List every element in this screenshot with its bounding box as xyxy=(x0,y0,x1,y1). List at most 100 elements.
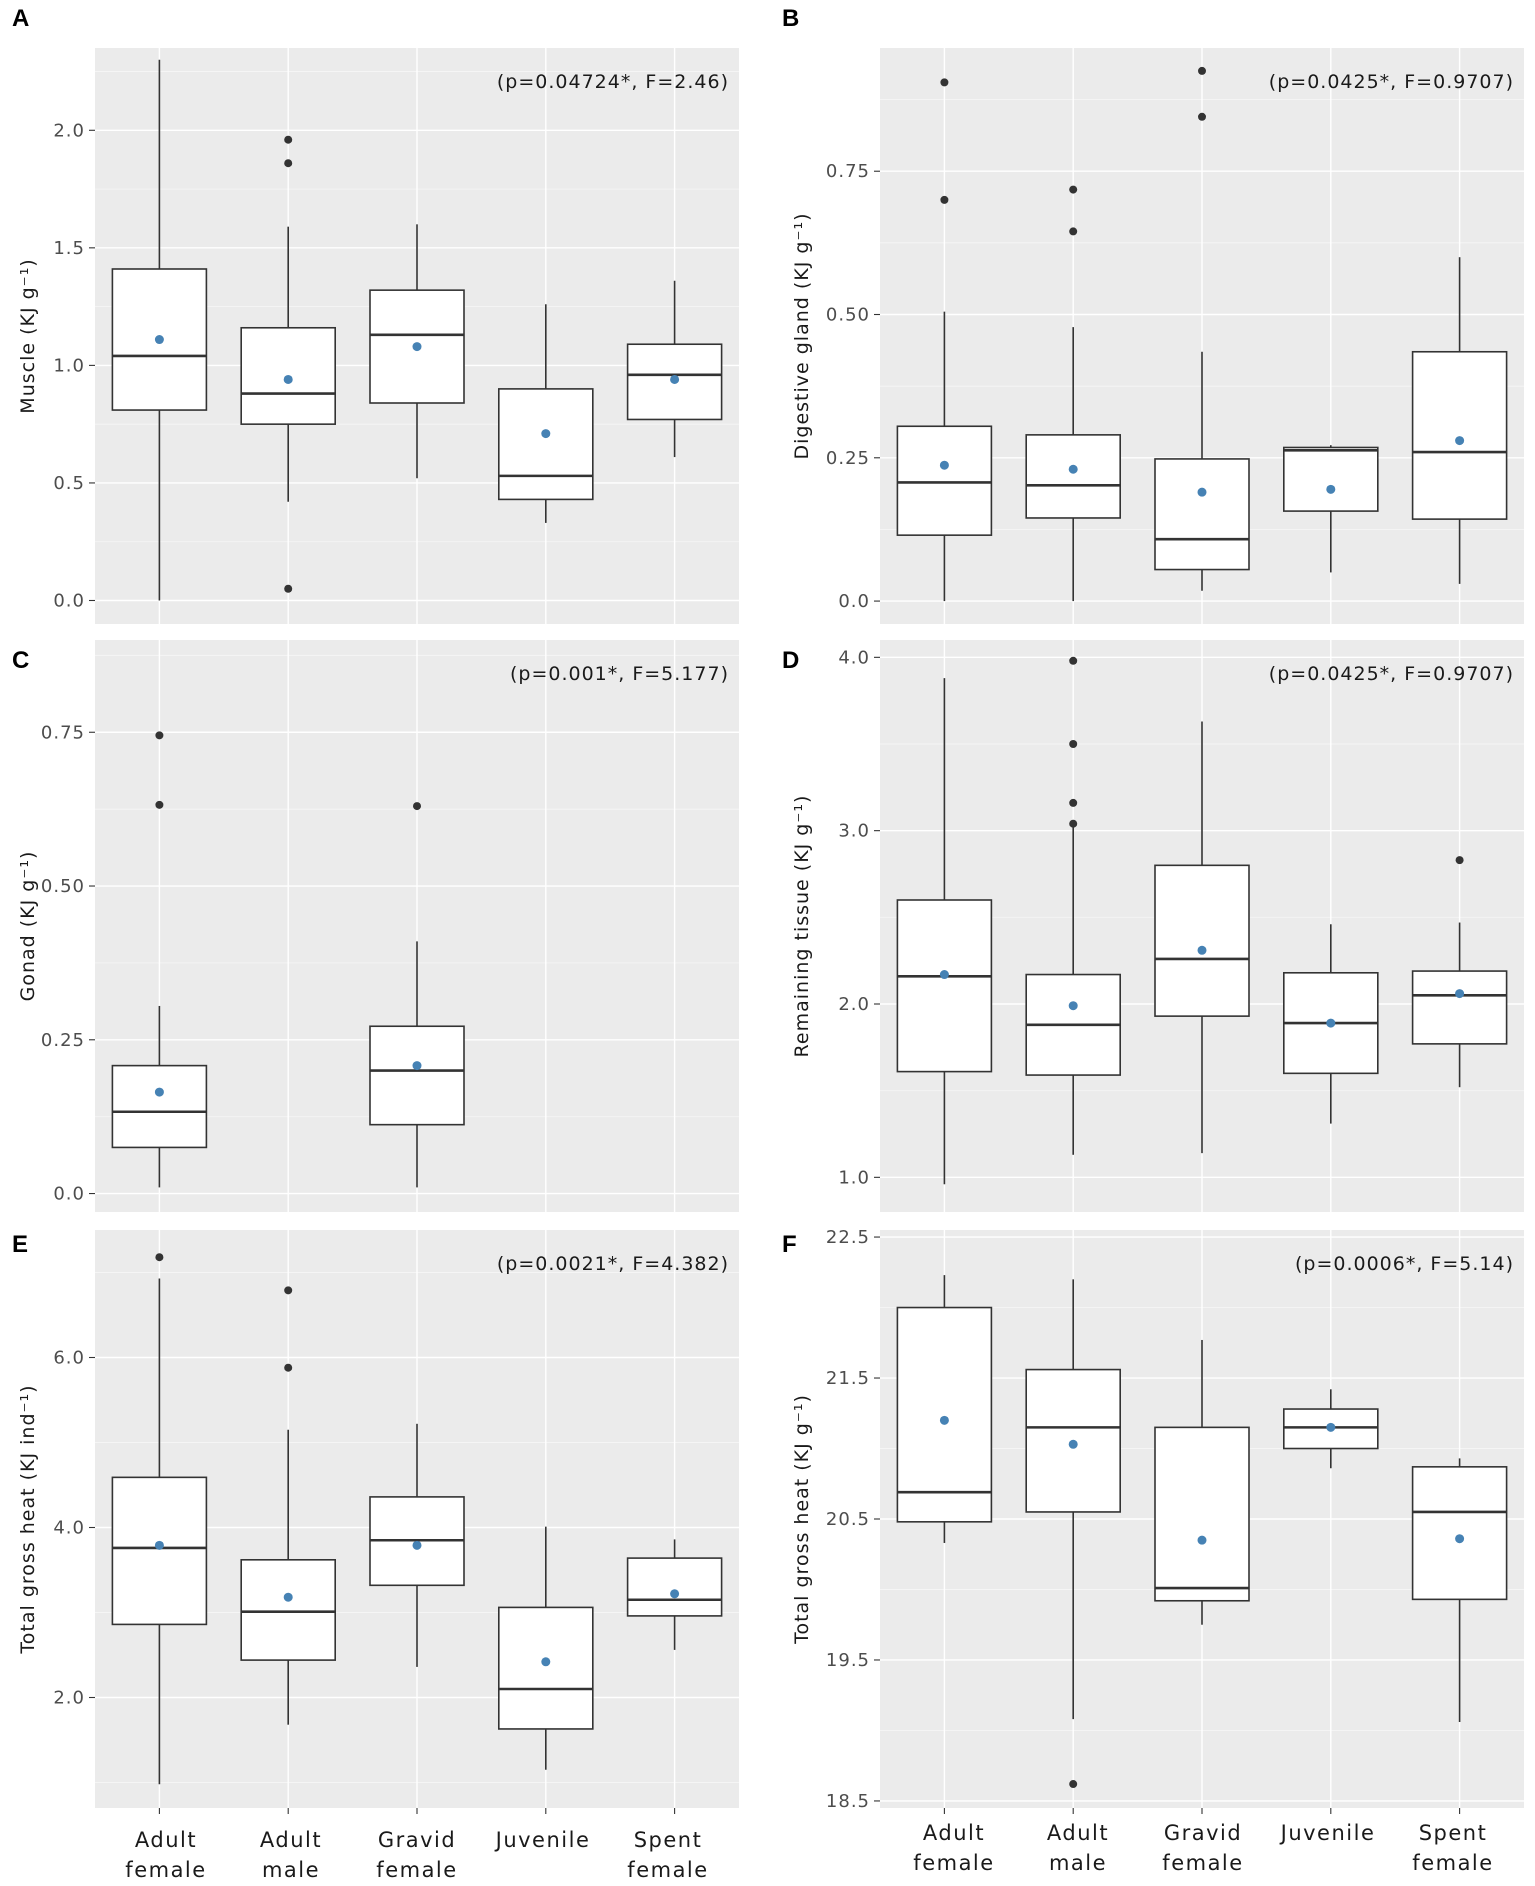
panel-d-outlier-point xyxy=(1069,740,1078,748)
x-label-right-2-line1: Gravid xyxy=(1164,1821,1242,1845)
panel-d-outlier-point xyxy=(1069,798,1078,807)
panel-b-mean-point xyxy=(939,460,949,470)
panel-e-y-tick-label: 6.0 xyxy=(53,1348,85,1369)
panel-c-y-tick-label: 0.75 xyxy=(41,722,85,743)
panel-b-y-axis-title: Digestive gland (KJ g⁻¹) xyxy=(791,212,813,459)
panel-b-outlier-point xyxy=(1198,66,1206,75)
panel-f-y-tick-label: 19.5 xyxy=(826,1650,870,1671)
panel-c-y-axis-title: Gonad (KJ g⁻¹) xyxy=(17,851,39,1002)
panel-c-box-group-0 xyxy=(111,731,208,1188)
panel-e-stat-annotation: (p=0.0021*, F=4.382) xyxy=(497,1253,729,1275)
panel-a-mean-point xyxy=(670,374,680,384)
panel-e-letter: E xyxy=(12,1231,28,1258)
panel-b-outlier-point xyxy=(1198,112,1206,121)
panel-c-y-tick-label: 0.50 xyxy=(41,876,85,897)
panel-f-y-tick-label: 22.5 xyxy=(826,1227,870,1248)
panel-b-box xyxy=(1154,458,1250,571)
panel-a-y-tick-label: 1.0 xyxy=(53,355,85,376)
panel-e-box-group-1 xyxy=(240,1286,336,1725)
panel-a-box xyxy=(497,388,594,501)
panel-f-mean-point xyxy=(1455,1534,1465,1544)
panel-e-box-group-4 xyxy=(626,1539,723,1650)
panel-b-box-group-2 xyxy=(1154,66,1250,591)
panel-c-y-tick-label: 0.0 xyxy=(53,1184,85,1205)
panel-b-y-tick-label: 0.75 xyxy=(826,161,870,182)
x-label-left-1-line1: Adult xyxy=(260,1828,322,1852)
panel-a-box-group-1 xyxy=(240,135,336,593)
panel-b-y-tick-label: 0.0 xyxy=(838,591,870,612)
panel-e-outlier-point xyxy=(284,1363,293,1372)
panel-d-box-group-4 xyxy=(1411,856,1508,1088)
panel-b-box xyxy=(896,425,993,536)
panel-c-outlier-point xyxy=(155,800,164,809)
panel-a-y-tick-label: 0.5 xyxy=(53,473,85,494)
text-layer: Adult female Adult male Gravid female Ju… xyxy=(12,5,1514,1882)
panel-c-mean-point xyxy=(154,1087,164,1097)
panel-a-y-tick-label: 1.5 xyxy=(53,238,85,259)
panel-b-stat-annotation: (p=0.0425*, F=0.9707) xyxy=(1269,71,1514,93)
panel-b-y-tick-label: 0.25 xyxy=(826,448,870,469)
panel-c-stat-annotation: (p=0.001*, F=5.177) xyxy=(510,663,729,685)
panel-a-mean-point xyxy=(541,429,551,439)
panel-a-mean-point xyxy=(154,335,164,345)
panel-a-y-tick-label: 0.0 xyxy=(53,590,85,611)
panel-f-box-group-0 xyxy=(896,1275,993,1543)
panel-f-y-tick-label: 21.5 xyxy=(826,1368,870,1389)
panel-f-box-group-3 xyxy=(1283,1389,1379,1469)
panel-b-outlier-point xyxy=(1069,185,1078,194)
x-label-left-1-line2: male xyxy=(262,1858,320,1882)
panel-b-outlier-point xyxy=(940,195,949,204)
panel-f-stat-annotation: (p=0.0006*, F=5.14) xyxy=(1295,1253,1514,1275)
panel-c-box xyxy=(111,1064,208,1149)
panel-d-letter: D xyxy=(782,647,799,674)
panel-e-box-group-2 xyxy=(369,1423,465,1667)
panel-f-y-tick-label: 20.5 xyxy=(826,1509,870,1530)
panel-f-box-group-2 xyxy=(1154,1339,1250,1625)
x-label-left-0-line1: Adult xyxy=(135,1828,197,1852)
panel-d-box xyxy=(1411,970,1508,1045)
panel-a-box-group-3 xyxy=(497,304,594,523)
panel-e-y-axis-title: Total gross heat (KJ ind⁻¹) xyxy=(17,1384,39,1654)
x-label-left-2-line2: female xyxy=(376,1858,457,1882)
x-label-right-4-line2: female xyxy=(1412,1851,1493,1875)
panel-d-mean-point xyxy=(939,970,949,980)
panel-c-box-group-2 xyxy=(369,802,465,1188)
panel-b-outlier-point xyxy=(940,78,949,87)
x-label-left-4-line1: Spent xyxy=(634,1828,703,1852)
panel-d-box-group-2 xyxy=(1154,721,1250,1154)
panel-b-mean-point xyxy=(1197,487,1207,497)
panel-a-box-group-4 xyxy=(626,280,723,458)
panel-a-box-group-2 xyxy=(369,224,465,479)
panel-f-y-axis-title: Total gross heat (KJ g⁻¹) xyxy=(791,1394,813,1645)
marks-layer xyxy=(111,59,1508,1789)
panel-a-outlier-point xyxy=(284,135,293,144)
panel-b-box xyxy=(1283,446,1379,512)
panel-d-y-tick-label: 2.0 xyxy=(838,994,870,1015)
panel-e-y-tick-label: 2.0 xyxy=(53,1688,85,1709)
panel-b-box xyxy=(1025,434,1121,519)
panel-f-mean-point xyxy=(1326,1422,1336,1432)
panel-e-box-group-3 xyxy=(497,1526,594,1770)
panel-a-y-tick-label: 2.0 xyxy=(53,120,85,141)
x-label-left-4-line2: female xyxy=(627,1858,708,1882)
panel-d-mean-point xyxy=(1455,989,1465,999)
panel-a-outlier-point xyxy=(284,159,293,168)
panel-a-y-axis-title: Muscle (KJ g⁻¹) xyxy=(17,258,39,413)
panel-b-outlier-point xyxy=(1069,227,1078,236)
panel-d-y-tick-label: 4.0 xyxy=(838,647,870,668)
panel-f-mean-point xyxy=(939,1415,949,1425)
panel-c-outlier-point xyxy=(413,802,421,811)
panel-a-box-group-0 xyxy=(111,59,208,601)
panel-e-outlier-point xyxy=(155,1253,164,1262)
panel-b-box-group-3 xyxy=(1283,445,1379,573)
panel-b-box-group-1 xyxy=(1025,185,1121,602)
panel-e-box xyxy=(626,1557,723,1617)
x-label-left-2-line1: Gravid xyxy=(378,1828,456,1852)
panel-e-box xyxy=(240,1559,336,1661)
panel-c-y-tick-label: 0.25 xyxy=(41,1030,85,1051)
panel-f-box xyxy=(896,1306,993,1523)
x-label-right-4-line1: Spent xyxy=(1419,1821,1488,1845)
panel-e-mean-point xyxy=(670,1589,680,1599)
panel-d-y-axis-title: Remaining tissue (KJ g⁻¹) xyxy=(791,795,813,1058)
panel-d-box xyxy=(896,899,993,1073)
